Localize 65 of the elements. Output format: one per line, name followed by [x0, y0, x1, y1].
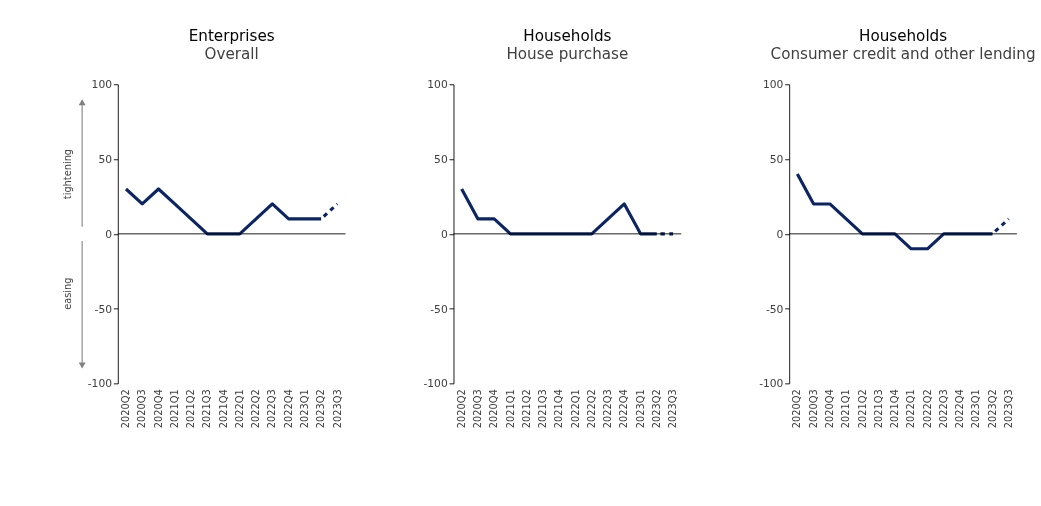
y-tick-label: 50: [434, 153, 448, 167]
x-tick-label: 2022Q1: [233, 389, 245, 429]
x-tick-label: 2020Q2: [120, 389, 132, 429]
x-tick-label: 2023Q1: [634, 389, 646, 429]
x-tick-label: 2022Q1: [905, 389, 917, 429]
x-tick-label: 2020Q4: [824, 389, 836, 429]
x-tick-label: 2023Q3: [667, 389, 679, 429]
x-tick-label: 2021Q2: [856, 389, 868, 429]
x-tick-label: 2023Q1: [970, 389, 982, 429]
x-tick-label: 2020Q3: [807, 389, 819, 429]
x-tick-label: 2023Q2: [315, 389, 327, 429]
text: tightening: [62, 148, 74, 200]
x-tick-label: 2020Q3: [136, 389, 148, 429]
x-tick-label: 2021Q3: [201, 389, 213, 429]
x-tick-label: 2022Q2: [250, 389, 262, 429]
y-tick-label: 0: [776, 227, 784, 241]
y-tick-label: 100: [762, 78, 784, 92]
x-tick-label: 2021Q3: [872, 389, 884, 429]
x-tick-label: 2022Q4: [282, 389, 294, 429]
x-tick-label: 2022Q1: [569, 389, 581, 429]
chart-subtitle: House purchase: [506, 45, 629, 64]
x-tick-label: 2021Q1: [504, 389, 516, 429]
y-tick-label: -50: [765, 302, 784, 316]
x-tick-label: 2020Q2: [455, 389, 467, 429]
x-tick-label: 2021Q4: [889, 389, 901, 429]
y-tick-label: -50: [430, 302, 448, 316]
x-tick-label: 2022Q4: [618, 389, 630, 429]
x-tick-label: 2022Q2: [585, 389, 597, 429]
x-tick-label: 2021Q3: [537, 389, 549, 429]
x-tick-label: 2022Q2: [921, 389, 933, 429]
x-tick-label: 2023Q3: [1002, 389, 1014, 429]
x-tick-label: 2023Q2: [650, 389, 662, 429]
x-tick-label: 2020Q2: [791, 389, 803, 429]
x-tick-label: 2022Q3: [602, 389, 614, 429]
x-tick-label: 2021Q2: [520, 389, 532, 429]
x-tick-label: 2021Q1: [840, 389, 852, 429]
x-tick-label: 2022Q3: [266, 389, 278, 429]
x-tick-label: 2023Q2: [986, 389, 998, 429]
x-tick-label: 2021Q2: [185, 389, 197, 429]
y-tick-label: 100: [427, 78, 448, 92]
x-tick-label: 2023Q3: [331, 389, 343, 429]
chart-title: Enterprises: [188, 27, 275, 46]
x-tick-label: 2020Q3: [472, 389, 484, 429]
x-tick-label: 2022Q4: [954, 389, 966, 429]
chart-title: Households: [859, 27, 948, 46]
chart-subtitle: Consumer credit and other lending: [770, 45, 1036, 64]
x-tick-label: 2022Q3: [937, 389, 949, 429]
y-tick-label: 50: [769, 153, 784, 167]
x-tick-label: 2023Q1: [298, 389, 310, 429]
y-tick-label: -100: [423, 377, 448, 391]
x-tick-label: 2021Q4: [553, 389, 565, 429]
x-tick-label: 2020Q4: [488, 389, 500, 429]
y-tick-label: -100: [87, 377, 113, 391]
text: easing: [62, 277, 74, 310]
y-tick-label: 100: [91, 78, 113, 92]
y-tick-label: 50: [98, 153, 113, 167]
y-tick-label: -100: [759, 377, 784, 391]
y-tick-label: 0: [105, 227, 113, 241]
x-tick-label: 2021Q1: [168, 389, 180, 429]
y-tick-label: 0: [440, 227, 448, 241]
chart-subtitle: Overall: [204, 45, 259, 64]
x-tick-label: 2020Q4: [152, 389, 164, 429]
x-tick-label: 2021Q4: [217, 389, 229, 429]
chart-title: Households: [523, 27, 612, 46]
y-tick-label: -50: [94, 302, 113, 316]
